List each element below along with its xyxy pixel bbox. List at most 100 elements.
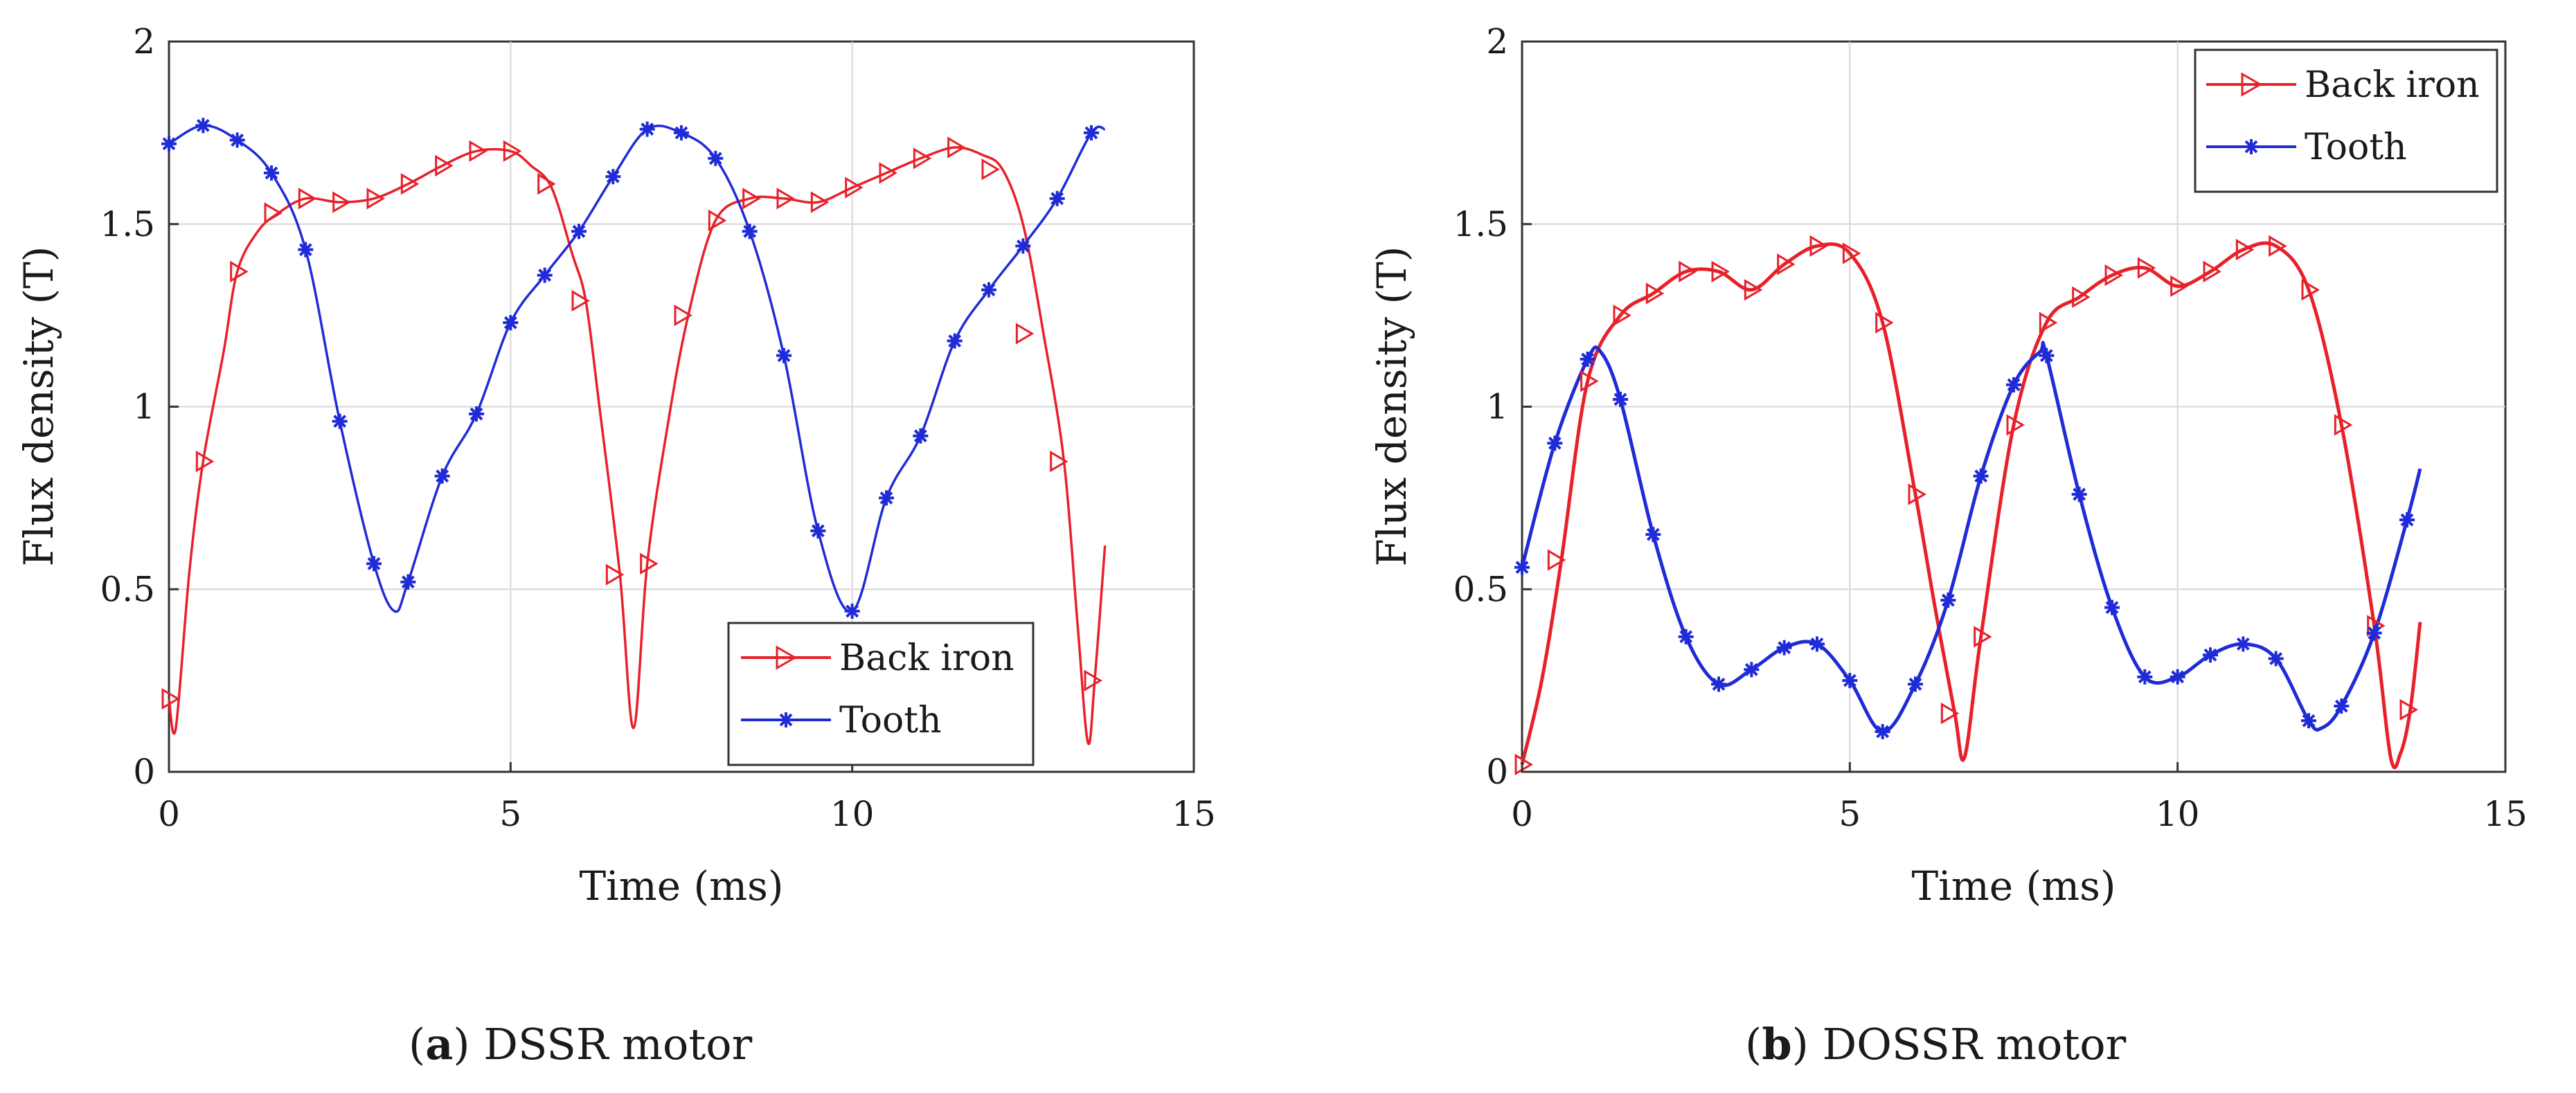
caption-a: (a) DSSR motor: [409, 1019, 753, 1069]
markers-b: [1514, 235, 2418, 776]
marker-tooth: [2006, 377, 2021, 392]
marker-back-iron: [435, 154, 454, 177]
marker-back-iron: [537, 173, 556, 195]
marker-back-iron: [2170, 275, 2189, 298]
marker-tooth: [1514, 559, 1530, 575]
chart-panel-b: 0 5 10 15 0 0.5 1 1.5 2 Time (ms) Flux density …: [1368, 21, 2528, 1069]
marker-back-iron: [2334, 414, 2353, 436]
marker-back-iron: [1908, 483, 1926, 505]
marker-back-iron: [503, 140, 522, 162]
marker-back-iron: [1842, 242, 1861, 264]
marker-back-iron: [1645, 282, 1665, 305]
legend-marker-tooth-a: [778, 712, 794, 728]
marker-back-iron: [640, 552, 659, 575]
legend-marker-back-iron-b: [2241, 72, 2263, 97]
marker-back-iron: [981, 158, 1000, 181]
y-tick-label: 1: [1486, 387, 1508, 427]
marker-back-iron: [1974, 626, 1992, 648]
caption-b: (b) DOSSR motor: [1745, 1019, 2127, 1069]
marker-back-iron: [1777, 253, 1796, 275]
marker-back-iron: [2269, 235, 2287, 258]
marker-tooth: [195, 118, 211, 134]
marker-tooth: [503, 315, 519, 331]
curves-b: [1520, 241, 2422, 770]
marker-back-iron: [2235, 239, 2255, 261]
y-axis-label-a: Flux density (T): [15, 246, 62, 567]
marker-tooth: [844, 603, 860, 619]
marker-tooth: [2268, 651, 2284, 667]
marker-back-iron: [1580, 370, 1599, 392]
marker-back-iron: [400, 173, 420, 195]
marker-tooth: [434, 468, 450, 484]
x-tick-label: 10: [2156, 794, 2200, 834]
x-tick-label: 15: [2483, 794, 2528, 834]
marker-tooth: [537, 267, 553, 283]
legend-label-tooth-a: Tooth: [839, 700, 942, 741]
y-tick-label: 0: [133, 752, 155, 792]
x-tick-label: 0: [158, 794, 180, 834]
marker-back-iron: [776, 188, 795, 210]
marker-back-iron: [810, 191, 830, 213]
marker-back-iron: [605, 563, 625, 586]
marker-tooth: [879, 490, 894, 506]
y-tick-label: 0.5: [100, 569, 155, 609]
marker-tooth: [1547, 435, 1563, 451]
marker-back-iron: [2039, 311, 2058, 334]
marker-tooth: [1809, 636, 1825, 652]
grid-b: [1522, 42, 2505, 772]
marker-back-iron: [1744, 279, 1763, 301]
marker-tooth: [1580, 351, 1595, 367]
marker-tooth: [605, 169, 621, 185]
marker-back-iron: [2072, 286, 2091, 308]
marker-tooth: [1744, 662, 1760, 678]
marker-tooth: [776, 347, 791, 363]
series-line-tooth: [1520, 341, 2422, 734]
marker-back-iron: [742, 188, 761, 210]
marker-tooth: [1973, 468, 1989, 484]
marker-back-iron: [845, 177, 864, 199]
marker-tooth: [229, 132, 245, 148]
marker-back-iron: [2104, 264, 2123, 287]
marker-tooth: [2334, 698, 2350, 714]
marker-tooth: [469, 406, 484, 422]
marker-back-iron: [332, 191, 351, 213]
marker-back-iron: [1015, 323, 1035, 345]
x-ticks-b: 0 5 10 15: [1511, 762, 2528, 834]
y-tick-label: 2: [133, 21, 155, 62]
marker-tooth: [2104, 599, 2120, 615]
marker-tooth: [639, 121, 655, 137]
legend-marker-back-iron-a: [776, 645, 798, 670]
x-tick-label: 15: [1172, 794, 1216, 834]
marker-tooth: [1015, 238, 1031, 254]
marker-tooth: [674, 125, 689, 141]
marker-back-iron: [1050, 450, 1068, 473]
marker-back-iron: [2006, 414, 2025, 436]
legend-b: Back iron Tooth: [2194, 48, 2498, 193]
marker-tooth: [298, 242, 314, 258]
marker-tooth: [981, 282, 996, 298]
marker-back-iron: [1940, 702, 1960, 725]
marker-tooth: [1084, 125, 1099, 141]
marker-back-iron: [1514, 753, 1533, 776]
marker-tooth: [810, 523, 826, 539]
marker-tooth: [366, 556, 382, 572]
y-ticks-b: 0 0.5 1 1.5 2: [1453, 21, 1532, 792]
marker-back-iron: [674, 304, 692, 327]
marker-tooth: [1940, 593, 1956, 608]
y-tick-label: 1.5: [1453, 204, 1508, 244]
marker-tooth: [571, 224, 587, 240]
marker-tooth: [1842, 673, 1858, 689]
marker-tooth: [1678, 629, 1694, 644]
marker-tooth: [1875, 723, 1890, 739]
marker-back-iron: [298, 188, 317, 210]
marker-back-iron: [230, 260, 249, 282]
marker-tooth: [2170, 669, 2185, 685]
y-axis-label-b: Flux density (T): [1368, 246, 1415, 567]
marker-back-iron: [913, 147, 932, 170]
marker-tooth: [708, 150, 724, 166]
marker-tooth: [2301, 713, 2316, 729]
legend-box-a: [727, 622, 1035, 766]
marker-tooth: [2137, 669, 2153, 685]
series-line-back-iron: [168, 146, 1107, 746]
